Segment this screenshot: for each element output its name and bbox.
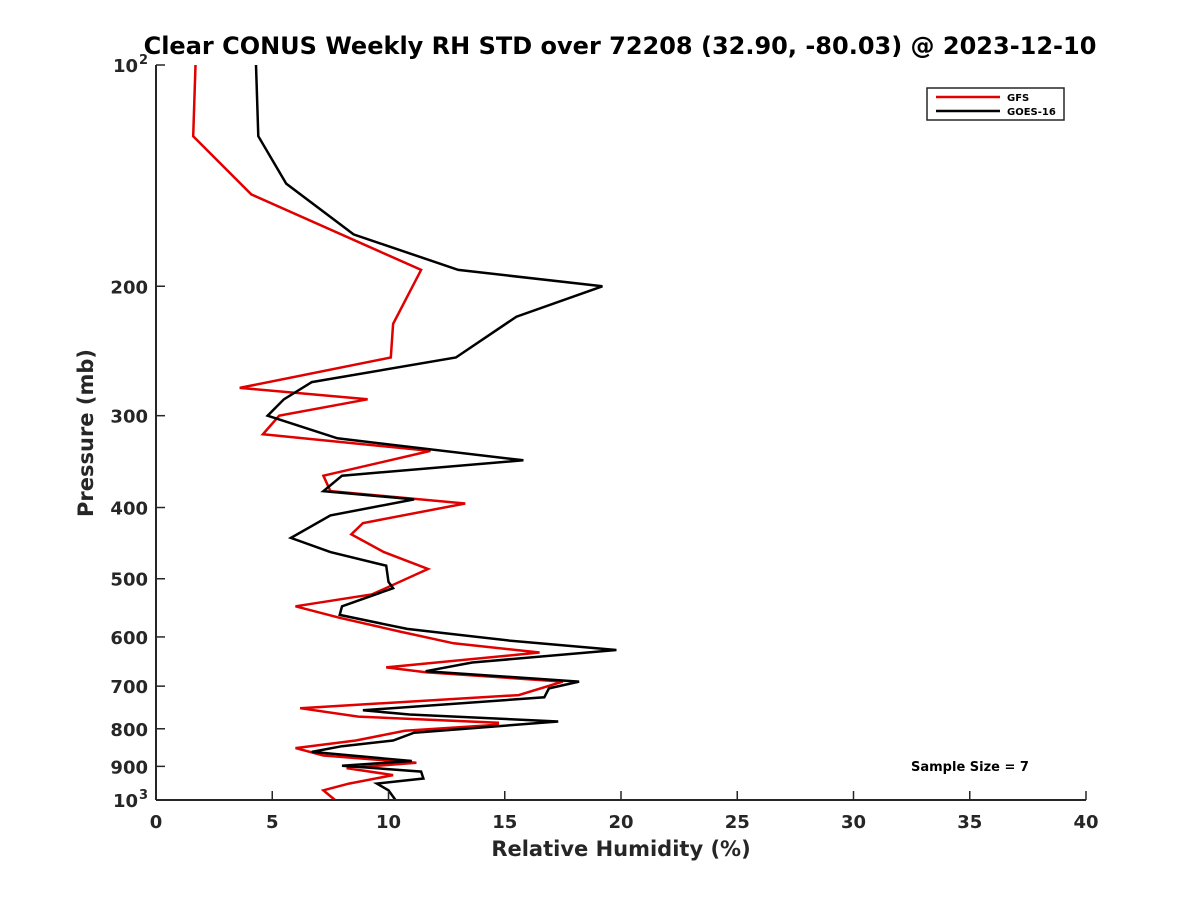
plot-background: [156, 65, 1086, 800]
y-tick-label: 200: [110, 277, 148, 298]
y-tick-exponent: 3: [139, 788, 148, 803]
x-tick-label: 0: [150, 812, 163, 833]
y-tick-label: 800: [110, 720, 148, 741]
series-line-goes-16: [254, 64, 617, 801]
y-tick-label: 300: [110, 407, 148, 428]
series-line-gfs: [191, 64, 564, 801]
x-tick-label: 40: [1073, 812, 1098, 833]
legend-label: GFS: [1007, 93, 1029, 104]
chart-title: Clear CONUS Weekly RH STD over 72208 (32…: [144, 32, 1097, 60]
y-axis-label: Pressure (mb): [74, 349, 98, 517]
y-tick-label: 600: [110, 628, 148, 649]
y-tick-label: 400: [110, 499, 148, 520]
x-axis-label: Relative Humidity (%): [491, 837, 750, 861]
x-tick-label: 10: [376, 812, 401, 833]
y-tick-label: 10: [113, 791, 138, 812]
y-tick-label: 10: [113, 56, 138, 77]
y-tick-label: 700: [110, 677, 148, 698]
y-tick-exponent: 2: [139, 53, 148, 68]
x-tick-label: 20: [608, 812, 633, 833]
y-tick-label: 500: [110, 570, 148, 591]
x-tick-label: 25: [725, 812, 750, 833]
y-tick-label: 900: [110, 757, 148, 778]
x-tick-label: 30: [841, 812, 866, 833]
x-tick-label: 15: [492, 812, 517, 833]
legend-box: [926, 87, 1065, 121]
legend: GFS GOES-16: [926, 87, 1065, 121]
x-tick-label: 5: [266, 812, 279, 833]
series-layer: [191, 64, 617, 801]
plot-area: [155, 64, 1086, 801]
x-tick-label: 35: [957, 812, 982, 833]
sample-size-annotation: Sample Size = 7: [911, 760, 1029, 775]
x-axis-ticks: 0 5 10 15 20 25 30 35 40: [150, 791, 1099, 833]
legend-label: GOES-16: [1007, 107, 1056, 118]
